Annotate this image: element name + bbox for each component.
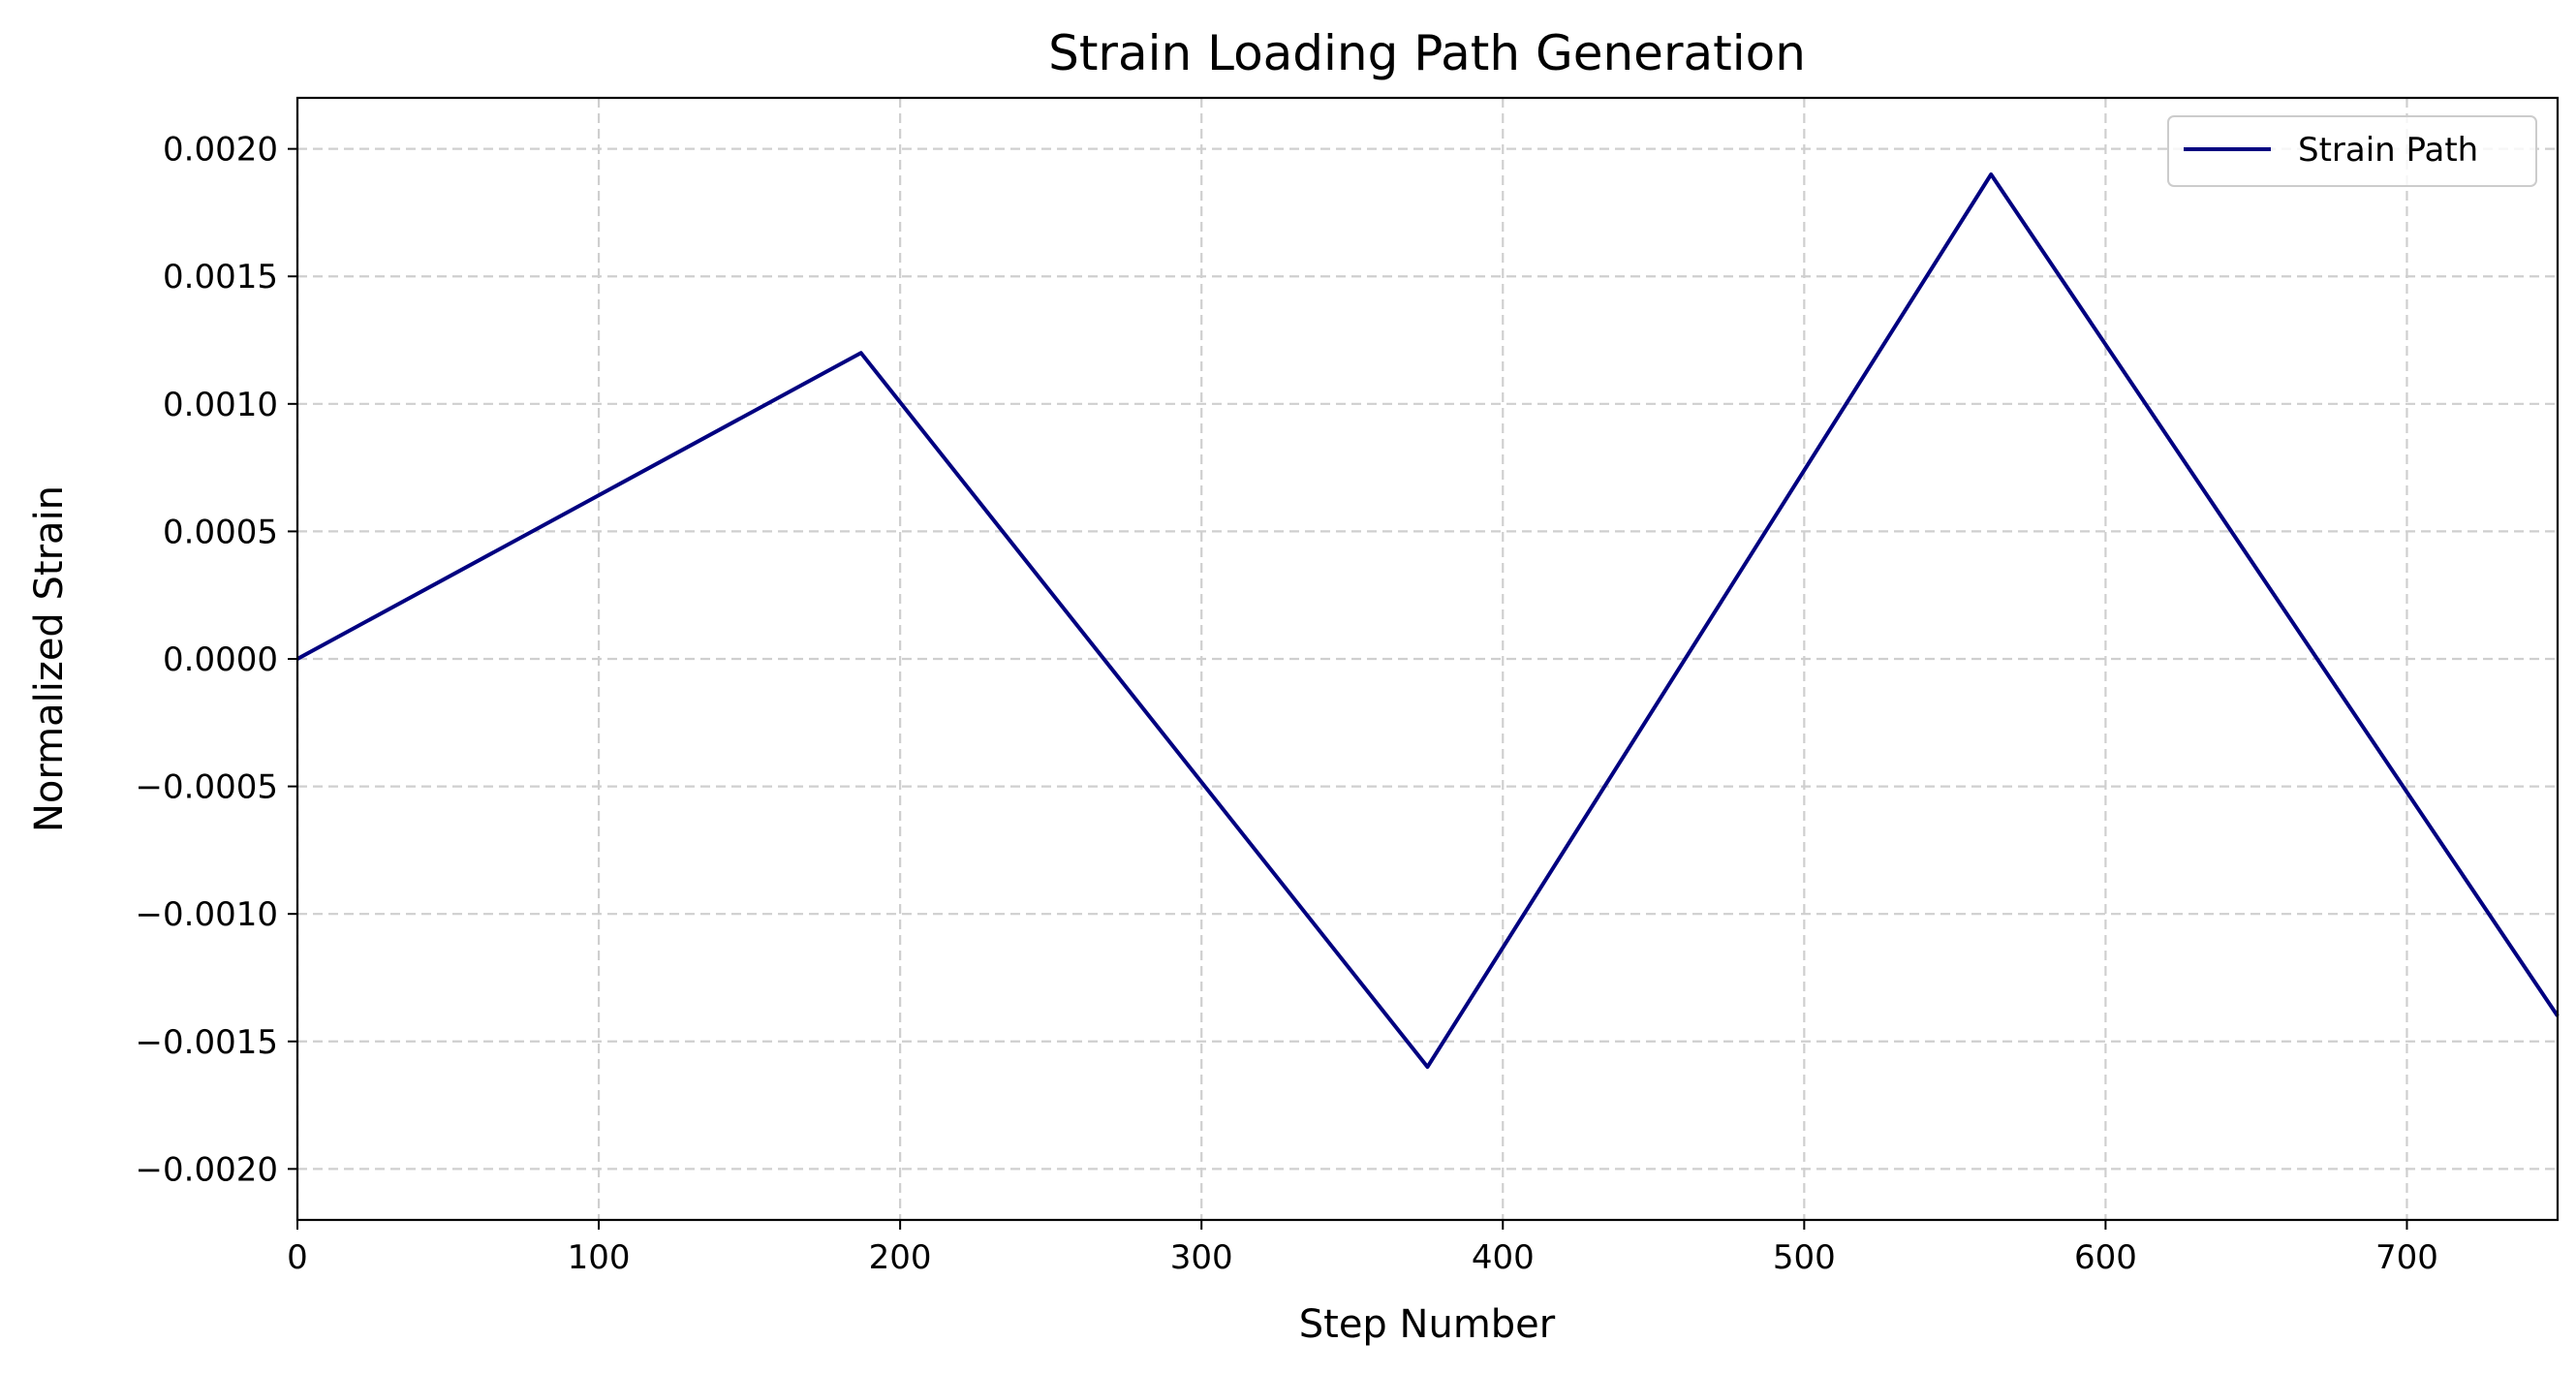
y-tick-label: 0.0015 xyxy=(163,258,278,297)
chart-title: Strain Loading Path Generation xyxy=(1048,25,1806,81)
x-tick-label: 400 xyxy=(1472,1238,1535,1277)
y-tick-label: 0.0020 xyxy=(163,131,278,170)
x-tick-label: 600 xyxy=(2074,1238,2137,1277)
y-axis-ticks: 0.0020 0.0015 0.0010 0.0005 0.0000 −0.0005 −0.… xyxy=(136,131,297,1189)
grid-lines xyxy=(295,98,2558,1220)
legend-label: Strain Path xyxy=(2298,131,2478,170)
y-tick-label: −0.0005 xyxy=(136,768,278,807)
x-tick-label: 300 xyxy=(1170,1238,1233,1277)
y-tick-label: −0.0010 xyxy=(136,895,278,934)
y-tick-label: 0.0000 xyxy=(163,640,278,679)
y-tick-label: −0.0020 xyxy=(136,1150,278,1189)
x-tick-label: 200 xyxy=(869,1238,932,1277)
x-tick-label: 500 xyxy=(1773,1238,1836,1277)
series-line-strain-path xyxy=(296,172,2560,1070)
y-tick-label: 0.0005 xyxy=(163,513,278,551)
legend-box xyxy=(2167,115,2537,187)
x-axis-ticks: 0 100 200 300 400 500 600 700 xyxy=(287,1220,2438,1277)
y-axis-label: Normalized Strain xyxy=(27,485,72,832)
x-tick-label: 700 xyxy=(2375,1238,2438,1277)
y-tick-label: −0.0015 xyxy=(136,1023,278,1062)
x-tick-label: 100 xyxy=(568,1238,631,1277)
plot-series xyxy=(296,172,2560,1070)
x-axis-label: Step Number xyxy=(1299,1302,1556,1347)
x-tick-label: 0 xyxy=(287,1238,308,1277)
legend: Strain Path xyxy=(2167,115,2537,187)
y-tick-label: 0.0010 xyxy=(163,386,278,424)
